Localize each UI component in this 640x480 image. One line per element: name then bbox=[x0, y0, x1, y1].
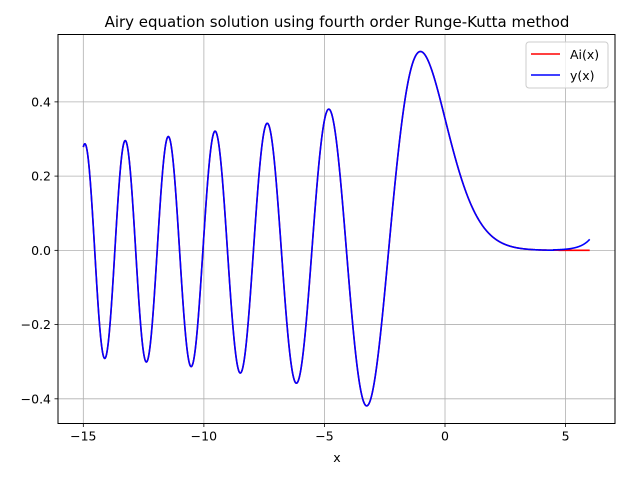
x-tick-label: 0 bbox=[441, 429, 449, 444]
legend-label-y: y(x) bbox=[570, 68, 595, 83]
y-tick-label: 0.4 bbox=[31, 94, 51, 109]
x-axis-label: x bbox=[333, 450, 340, 465]
axis-ticks: −15 −10 −5 0 5 −0.4 −0.2 0.0 0.2 0.4 bbox=[21, 94, 570, 443]
y-tick-label: 0.0 bbox=[31, 243, 51, 258]
legend: Ai(x) y(x) bbox=[525, 41, 609, 89]
x-tick-label: −10 bbox=[191, 429, 217, 444]
plot-frame bbox=[57, 34, 616, 424]
series-lines bbox=[82, 50, 591, 407]
chart-title: Airy equation solution using fourth orde… bbox=[105, 13, 570, 31]
y-tick-label: −0.2 bbox=[21, 317, 51, 332]
x-tick-label: 5 bbox=[562, 429, 570, 444]
y-tick-label: −0.4 bbox=[21, 391, 51, 406]
y-tick-label: 0.2 bbox=[31, 169, 51, 184]
x-tick-label: −15 bbox=[70, 429, 96, 444]
legend-label-ai: Ai(x) bbox=[570, 47, 599, 62]
x-tick-label: −5 bbox=[315, 429, 333, 444]
series-line-y bbox=[82, 50, 591, 407]
